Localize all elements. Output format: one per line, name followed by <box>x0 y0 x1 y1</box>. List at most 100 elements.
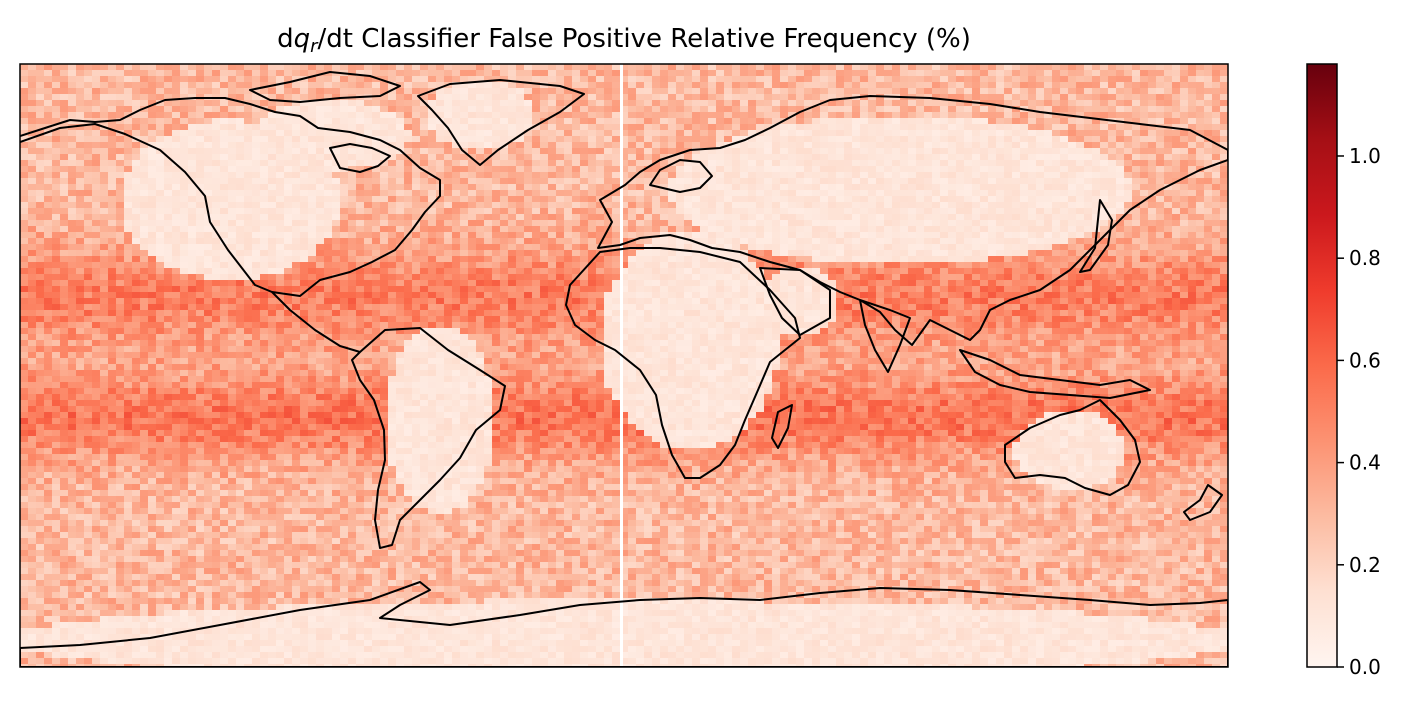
heatmap-cell <box>660 124 669 131</box>
heatmap-cell <box>676 76 685 83</box>
heatmap-cell <box>1060 256 1069 263</box>
heatmap-cell <box>252 196 261 203</box>
heatmap-cell <box>124 148 133 155</box>
heatmap-cell <box>380 142 389 149</box>
heatmap-cell <box>924 130 933 137</box>
heatmap-cell <box>700 214 709 221</box>
heatmap-cell <box>756 64 765 71</box>
heatmap-cell <box>716 196 725 203</box>
heatmap-cell <box>1020 190 1029 197</box>
heatmap-cell <box>660 106 669 113</box>
heatmap-cell <box>428 226 437 233</box>
heatmap-cell <box>172 106 181 113</box>
heatmap-cell <box>156 190 165 197</box>
heatmap-cell <box>932 202 941 209</box>
heatmap-cell <box>964 178 973 185</box>
heatmap-cell <box>148 214 157 221</box>
heatmap-cell <box>428 250 437 257</box>
heatmap-cell <box>996 154 1005 161</box>
heatmap-cell <box>516 136 525 143</box>
heatmap-cell <box>724 76 733 83</box>
heatmap-cell <box>724 130 733 137</box>
heatmap-cell <box>1108 136 1117 143</box>
heatmap-cell <box>492 226 501 233</box>
heatmap-cell <box>956 214 965 221</box>
heatmap-cell <box>308 256 317 263</box>
heatmap-cell <box>1052 220 1061 227</box>
heatmap-cell <box>204 70 213 77</box>
heatmap-cell <box>364 106 373 113</box>
heatmap-cell <box>172 184 181 191</box>
heatmap-cell <box>812 196 821 203</box>
heatmap-cell <box>884 202 893 209</box>
heatmap-cell <box>1004 100 1013 107</box>
heatmap-cell <box>932 256 941 263</box>
heatmap-cell <box>580 166 589 173</box>
heatmap-cell <box>1012 238 1021 245</box>
heatmap-cell <box>972 214 981 221</box>
heatmap-cell <box>748 148 757 155</box>
heatmap-cell <box>412 238 421 245</box>
heatmap-cell <box>636 118 645 125</box>
heatmap-cell <box>1084 100 1093 107</box>
heatmap-cell <box>804 244 813 251</box>
heatmap-cell <box>116 112 125 119</box>
heatmap-cell <box>668 238 677 245</box>
heatmap-cell <box>724 112 733 119</box>
heatmap-cell <box>692 148 701 155</box>
heatmap-cell <box>204 238 213 245</box>
heatmap-cell <box>108 82 117 89</box>
heatmap-cell <box>764 172 773 179</box>
heatmap-cell <box>804 124 813 131</box>
heatmap-cell <box>1068 202 1077 209</box>
heatmap-cell <box>980 256 989 263</box>
heatmap-cell <box>684 214 693 221</box>
heatmap-cell <box>404 250 413 257</box>
heatmap-cell <box>420 166 429 173</box>
heatmap-cell <box>836 214 845 221</box>
heatmap-cell <box>308 226 317 233</box>
heatmap-cell <box>1036 142 1045 149</box>
heatmap-cell <box>396 232 405 239</box>
heatmap-cell <box>868 82 877 89</box>
heatmap-cell <box>740 178 749 185</box>
heatmap-cell <box>484 214 493 221</box>
heatmap-cell <box>148 256 157 263</box>
heatmap-cell <box>524 118 533 125</box>
heatmap-cell <box>572 172 581 179</box>
heatmap-cell <box>460 178 469 185</box>
heatmap-cell <box>804 136 813 143</box>
heatmap-cell <box>572 190 581 197</box>
heatmap-cell <box>644 250 653 257</box>
heatmap-cell <box>1084 148 1093 155</box>
heatmap-cell <box>1140 250 1149 257</box>
heatmap-cell <box>380 214 389 221</box>
heatmap-cell <box>132 76 141 83</box>
heatmap-cell <box>1148 136 1157 143</box>
heatmap-cell <box>1196 118 1205 125</box>
heatmap-cell <box>940 226 949 233</box>
heatmap-cell <box>164 118 173 125</box>
heatmap-cell <box>260 142 269 149</box>
heatmap-cell <box>332 238 341 245</box>
heatmap-cell <box>604 88 613 95</box>
heatmap-cell <box>404 88 413 95</box>
heatmap-cell <box>780 220 789 227</box>
heatmap-cell <box>428 142 437 149</box>
heatmap-cell <box>1188 100 1197 107</box>
heatmap-cell <box>764 190 773 197</box>
heatmap-cell <box>620 226 629 233</box>
heatmap-cell <box>716 70 725 77</box>
heatmap-cell <box>484 232 493 239</box>
heatmap-cell <box>1180 226 1189 233</box>
heatmap-cell <box>684 88 693 95</box>
heatmap-cell <box>996 178 1005 185</box>
heatmap-cell <box>196 208 205 215</box>
heatmap-cell <box>180 232 189 239</box>
heatmap-cell <box>324 184 333 191</box>
heatmap-cell <box>596 250 605 257</box>
heatmap-cell <box>228 172 237 179</box>
heatmap-cell <box>284 154 293 161</box>
heatmap-cell <box>1140 226 1149 233</box>
heatmap-cell <box>476 64 485 71</box>
